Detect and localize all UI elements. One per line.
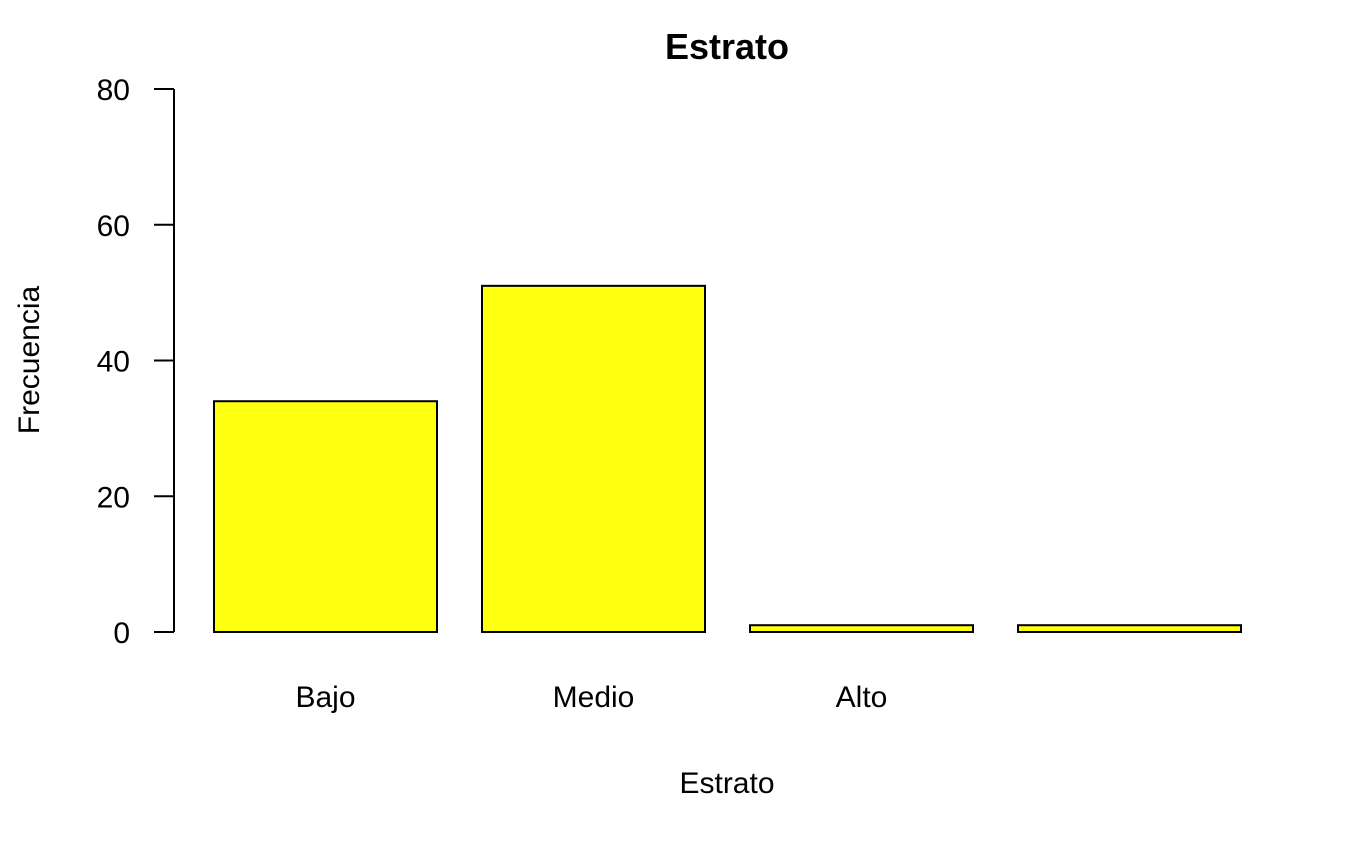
x-tick-label: Alto <box>836 681 888 714</box>
y-tick-label: 80 <box>97 74 130 107</box>
y-tick-label: 0 <box>113 617 130 650</box>
bar <box>749 624 974 634</box>
bars-group <box>213 284 1242 634</box>
x-axis-label: Estrato <box>679 767 774 800</box>
x-axis-tick-labels: Bajo Medio Alto <box>295 681 887 714</box>
y-axis-ticks: 0 20 40 60 80 <box>97 74 174 650</box>
y-tick-label: 60 <box>97 210 130 243</box>
y-axis-label: Frecuencia <box>13 285 46 434</box>
x-tick-label: Medio <box>553 681 635 714</box>
bar <box>481 284 706 633</box>
x-tick-label: Bajo <box>295 681 355 714</box>
bar <box>213 400 438 633</box>
y-tick-label: 20 <box>97 481 130 514</box>
bar <box>1017 624 1242 634</box>
y-tick-label: 40 <box>97 346 130 379</box>
chart-title: Estrato <box>665 26 789 67</box>
